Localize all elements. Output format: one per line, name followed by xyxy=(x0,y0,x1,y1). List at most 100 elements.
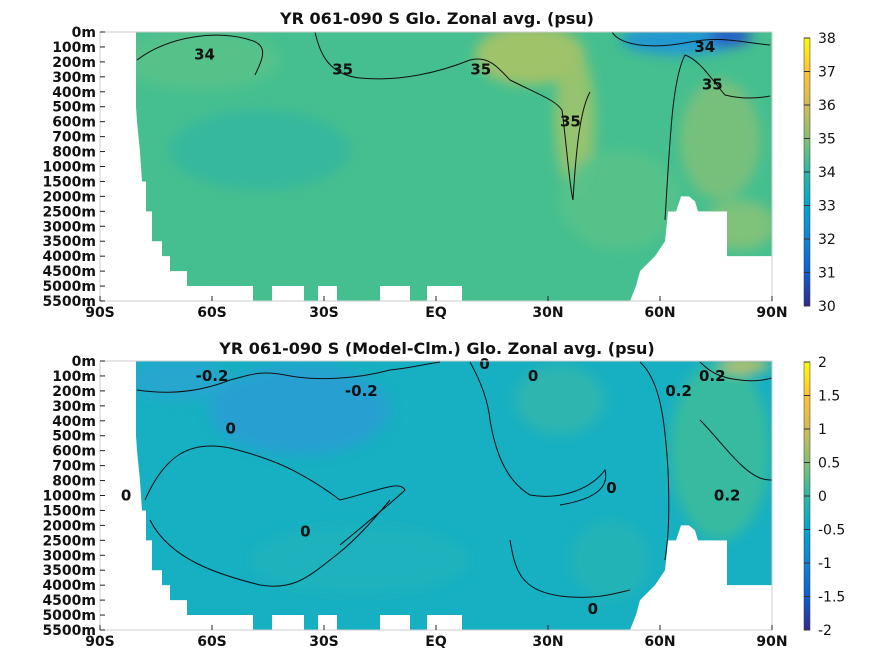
panel-1-ticks: 90S 60S 30S EQ 30N 60N 90N0m100m200m300m400m50… xyxy=(42,25,787,321)
salinity-anomaly-panel: YR 061-090 S (Model-Clm.) Glo. Zonal avg… xyxy=(42,339,845,650)
contour-line xyxy=(469,361,607,506)
y-tick-label: 100m xyxy=(52,40,96,56)
y-tick-label: 400m xyxy=(52,414,96,430)
field-blob xyxy=(720,361,770,373)
y-tick-label: 600m xyxy=(52,115,96,131)
contour-label: 0 xyxy=(606,479,616,497)
x-tick-label: 90N xyxy=(756,305,787,321)
contour-label: 35 xyxy=(702,75,723,93)
y-tick-label: 0m xyxy=(72,25,96,41)
contour-line xyxy=(509,539,631,598)
y-tick-label: 300m xyxy=(52,399,96,415)
colorbar-tick-label: 0 xyxy=(818,489,827,505)
y-tick-label: 5000m xyxy=(42,279,96,295)
y-tick-label: 1000m xyxy=(42,489,96,505)
contour-label: 35 xyxy=(470,60,491,78)
contour-label: 0.2 xyxy=(714,487,741,505)
x-tick-label: 60N xyxy=(644,305,675,321)
contour-label: 0 xyxy=(225,419,235,437)
contour-label: 0 xyxy=(300,522,310,540)
y-tick-label: 500m xyxy=(52,100,96,116)
contour-label: -0.2 xyxy=(345,382,378,400)
y-tick-label: 2000m xyxy=(42,189,96,205)
contour-label: 0 xyxy=(479,355,489,373)
y-tick-label: 0m xyxy=(72,354,96,370)
contour-line xyxy=(664,54,771,221)
colorbar-tick-label: -1 xyxy=(818,556,832,572)
colorbar-tick-label: 30 xyxy=(818,299,836,315)
y-tick-label: 3500m xyxy=(42,234,96,250)
contour-label: 35 xyxy=(560,113,581,131)
x-tick-label: EQ xyxy=(425,634,447,650)
field-blob xyxy=(555,50,595,190)
panel-2-ticks: 90S 60S 30S EQ 30N 60N 90N0m100m200m300m400m50… xyxy=(42,354,787,650)
y-tick-label: 500m xyxy=(52,429,96,445)
y-tick-label: 4500m xyxy=(42,593,96,609)
field-blob xyxy=(475,32,585,85)
x-tick-label: 60N xyxy=(644,634,675,650)
panel-1-title: YR 061-090 S Glo. Zonal avg. (psu) xyxy=(279,9,594,28)
x-tick-label: 30S xyxy=(309,634,339,650)
colorbar-tick-label: -1.5 xyxy=(818,590,845,606)
y-tick-label: 1000m xyxy=(42,160,96,176)
field-blob xyxy=(515,365,605,435)
y-tick-label: 3000m xyxy=(42,548,96,564)
contour-label: 0.2 xyxy=(699,367,726,385)
y-tick-label: 300m xyxy=(52,70,96,86)
contour-line xyxy=(136,361,441,393)
field-blob xyxy=(210,365,390,455)
y-tick-label: 200m xyxy=(52,55,96,71)
y-tick-label: 4000m xyxy=(42,249,96,265)
panel-2-field: -0.2 -0.2 0 0 0 0 0 0.2 0.2 0 0.2 0 xyxy=(121,355,772,630)
field-blob xyxy=(570,520,650,600)
panel-1-field: 34 35 35 35 34 35 xyxy=(136,32,772,301)
field-base xyxy=(136,361,772,630)
contour-line xyxy=(639,361,670,561)
x-tick-label: 30S xyxy=(309,305,339,321)
field-blob xyxy=(170,110,350,190)
panel-2-colorbar: -2 -1.5 -1 -0.5 0 0.5 1 1.5 2 xyxy=(803,355,845,639)
x-tick-label: 60S xyxy=(197,634,227,650)
contour-line xyxy=(611,32,771,47)
colorbar-tick-label: 38 xyxy=(818,31,836,47)
y-tick-label: 5500m xyxy=(42,294,96,310)
x-tick-label: 90S xyxy=(85,305,115,321)
colorbar-tick-label: -2 xyxy=(818,623,832,639)
contour-label: -0.2 xyxy=(196,367,229,385)
field-blob xyxy=(670,361,770,540)
y-tick-label: 800m xyxy=(52,145,96,161)
colorbar-tick-label: 33 xyxy=(818,199,836,215)
field-blob xyxy=(705,200,772,250)
field-blob xyxy=(136,361,230,400)
colorbar-tick-label: 0.5 xyxy=(818,456,840,472)
contour-label: 34 xyxy=(694,38,715,56)
y-tick-label: 1500m xyxy=(42,503,96,519)
contour-label: 0 xyxy=(528,367,538,385)
y-tick-label: 4000m xyxy=(42,578,96,594)
colorbar-tick-label: 1.5 xyxy=(818,389,840,405)
colorbar-tick-label: 34 xyxy=(818,165,836,181)
x-tick-label: 30N xyxy=(532,634,563,650)
y-tick-label: 5000m xyxy=(42,608,96,624)
y-tick-label: 2000m xyxy=(42,518,96,534)
contour-line xyxy=(699,361,772,382)
contour-label: 0.2 xyxy=(665,382,692,400)
panel-2-title: YR 061-090 S (Model-Clm.) Glo. Zonal avg… xyxy=(218,339,655,358)
contour-line xyxy=(314,32,591,201)
contour-line xyxy=(699,419,772,481)
y-tick-label: 2500m xyxy=(42,204,96,220)
x-tick-label: 90S xyxy=(85,634,115,650)
y-tick-label: 800m xyxy=(52,474,96,490)
y-tick-label: 100m xyxy=(52,369,96,385)
contour-label: 0 xyxy=(121,487,131,505)
colorbar-tick-label: 35 xyxy=(818,132,836,148)
colorbar-tick-label: 2 xyxy=(818,355,827,371)
salinity-panel: YR 061-090 S Glo. Zonal avg. (psu) 34 35 3… xyxy=(42,9,835,321)
y-tick-label: 3000m xyxy=(42,219,96,235)
field-blob xyxy=(680,80,760,200)
colorbar-tick-label: -0.5 xyxy=(818,523,845,539)
contour-label: 34 xyxy=(194,45,215,63)
contour-line xyxy=(136,34,264,76)
y-tick-label: 200m xyxy=(52,384,96,400)
